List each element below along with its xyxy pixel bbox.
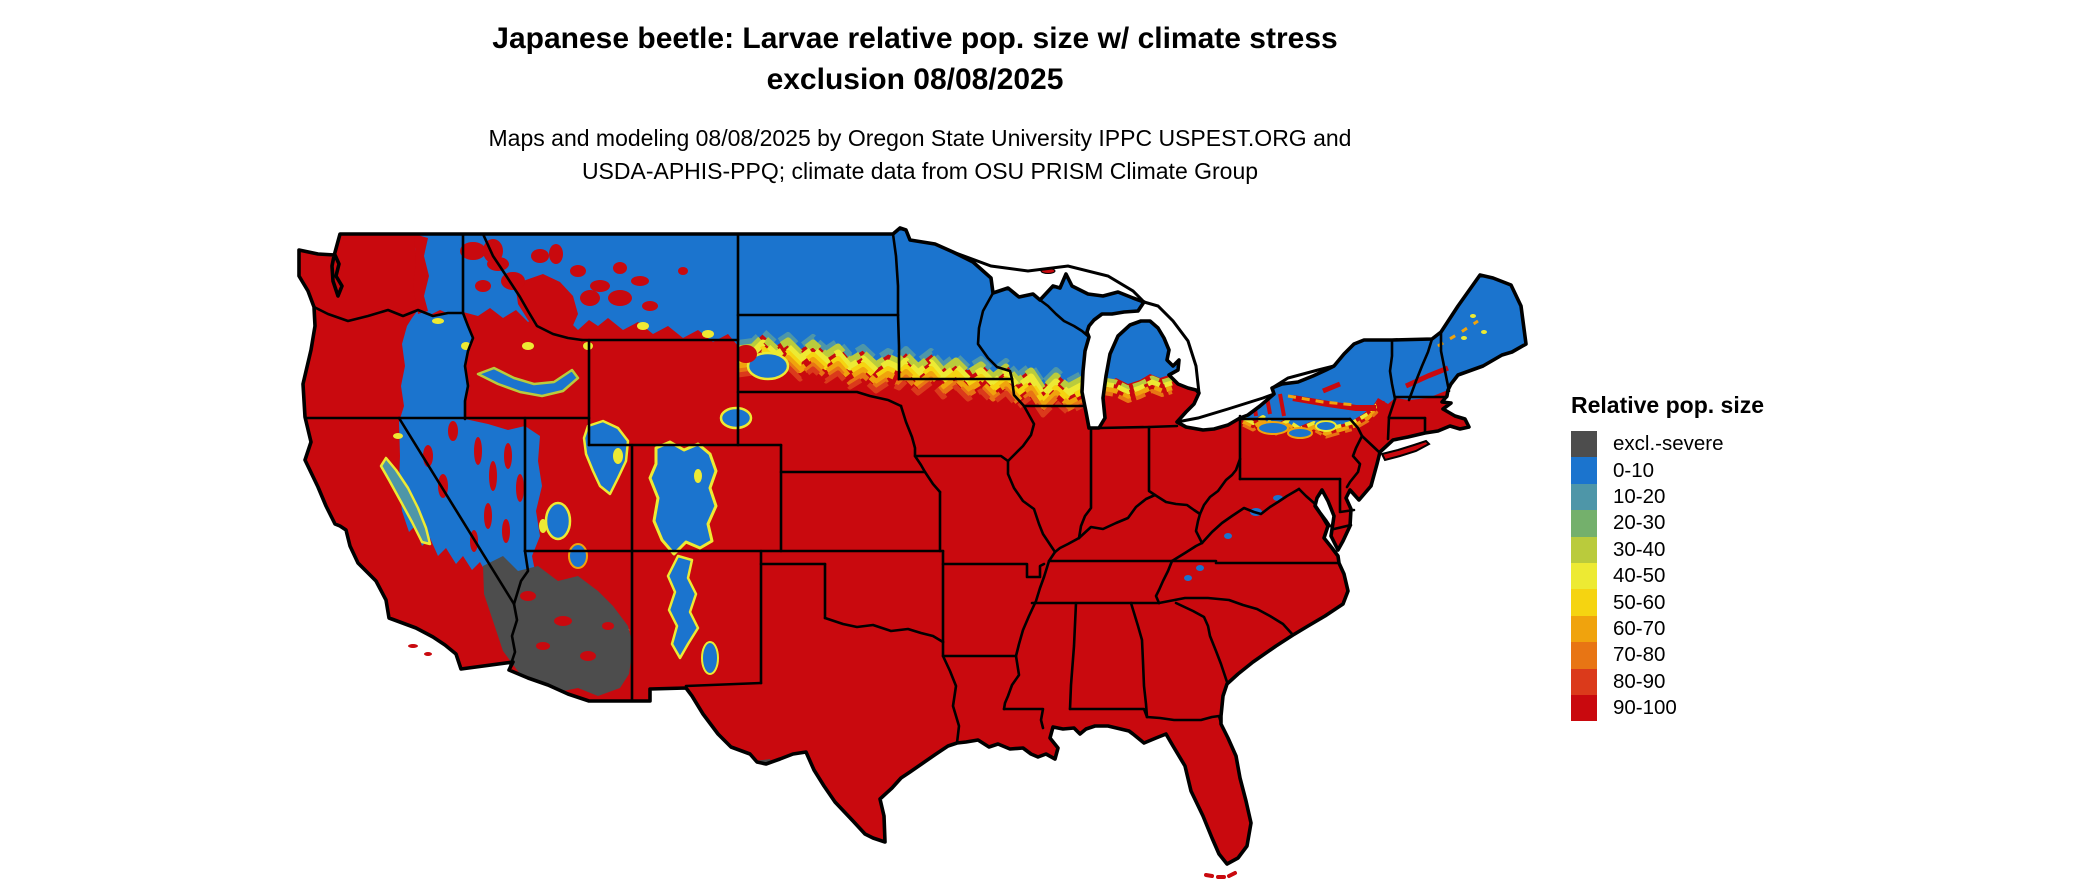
legend-row: 70-80 [1571,642,1764,669]
zone-wasatch-blue [582,419,630,496]
zone-utah-blue-spot [544,501,572,541]
zone-utah-blue-spot2 [568,543,588,569]
legend-label: 0-10 [1613,458,1655,482]
legend-label: excl.-severe [1613,432,1724,456]
zone-northeast-blue [1243,275,1526,429]
map-title: Japanese beetle: Larvae relative pop. si… [0,18,1830,100]
ny-orange-mottle [1287,319,1479,407]
legend-row: 30-40 [1571,536,1764,563]
legend: Relative pop. size excl.-severe 0-10 10-… [1571,392,1765,722]
transition-band-michigan [1102,375,1173,403]
legend-label: 40-50 [1613,564,1666,588]
florida-keys [1204,871,1237,879]
long-island [1380,439,1431,462]
zone-new-mexico-blue [666,554,700,660]
legend-label: 20-30 [1613,511,1666,535]
legend-swatch-80-90 [1571,668,1597,695]
map-subtitle-line1: Maps and modeling 08/08/2025 by Oregon S… [488,125,1352,151]
legend-row: 60-70 [1571,615,1764,643]
legend-swatch-90-100 [1571,694,1597,722]
legend-label: 10-20 [1613,484,1666,508]
zone-sacramento-mts-blue [701,641,719,675]
legend-swatch-excl-severe [1571,431,1597,458]
legend-title: Relative pop. size [1571,392,1765,418]
legend-row: 90-100 [1571,694,1764,722]
transition-band-midwest [737,328,1085,418]
state-borders [303,232,1451,745]
legend-swatch-60-70 [1571,615,1597,643]
legend-label: 80-90 [1613,669,1666,693]
raster-overlays [379,228,1526,793]
pa-blue-patches [1257,420,1337,439]
legend-swatch-0-10 [1571,457,1597,484]
legend-row: 40-50 [1571,562,1764,590]
legend-row: 50-60 [1571,589,1764,616]
map-subtitle: Maps and modeling 08/08/2025 by Oregon S… [0,122,1840,188]
legend-row: 80-90 [1571,668,1764,695]
map-title-line2: exclusion 08/08/2025 [766,63,1064,96]
map-canvas [297,226,1528,879]
legend-label: 30-40 [1613,537,1666,561]
legend-swatch-70-80 [1571,642,1597,669]
legend-swatch-10-20 [1571,483,1597,511]
legend-swatch-30-40 [1571,536,1597,563]
legend-label: 70-80 [1613,643,1666,667]
legend-swatch-20-30 [1571,510,1597,537]
map-title-line1: Japanese beetle: Larvae relative pop. si… [492,22,1338,55]
legend-row: excl.-severe [1571,431,1764,458]
legend-label: 90-100 [1613,696,1677,720]
zone-wyoming-blue1 [746,351,790,381]
zone-northern-blue [414,228,1144,386]
legend-row: 10-20 [1571,483,1764,511]
legend-label: 60-70 [1613,616,1666,640]
zone-wyoming-blue2 [719,406,753,430]
desert-red-mottle [520,591,614,661]
legend-label: 50-60 [1613,590,1666,614]
legend-row: 20-30 [1571,510,1764,537]
channel-islands [408,644,432,656]
zone-sierra-teal [379,456,432,546]
legend-swatch-40-50 [1571,562,1597,590]
legend-swatch-50-60 [1571,589,1597,616]
zone-desert-gray [483,556,633,696]
us-choropleth-map [288,226,1536,888]
zone-michigan-blue [1103,321,1179,384]
zone-great-basin-blue [399,310,542,578]
maine-yellow-specks [1461,314,1487,340]
western-red-mountains [413,234,757,363]
legend-row: 0-10 [1571,457,1764,484]
zone-colorado-blue [648,440,718,556]
map-subtitle-line2: USDA-APHIS-PPQ; climate data from OSU PR… [581,158,1259,184]
zone-snake-plain-blue [476,366,580,398]
